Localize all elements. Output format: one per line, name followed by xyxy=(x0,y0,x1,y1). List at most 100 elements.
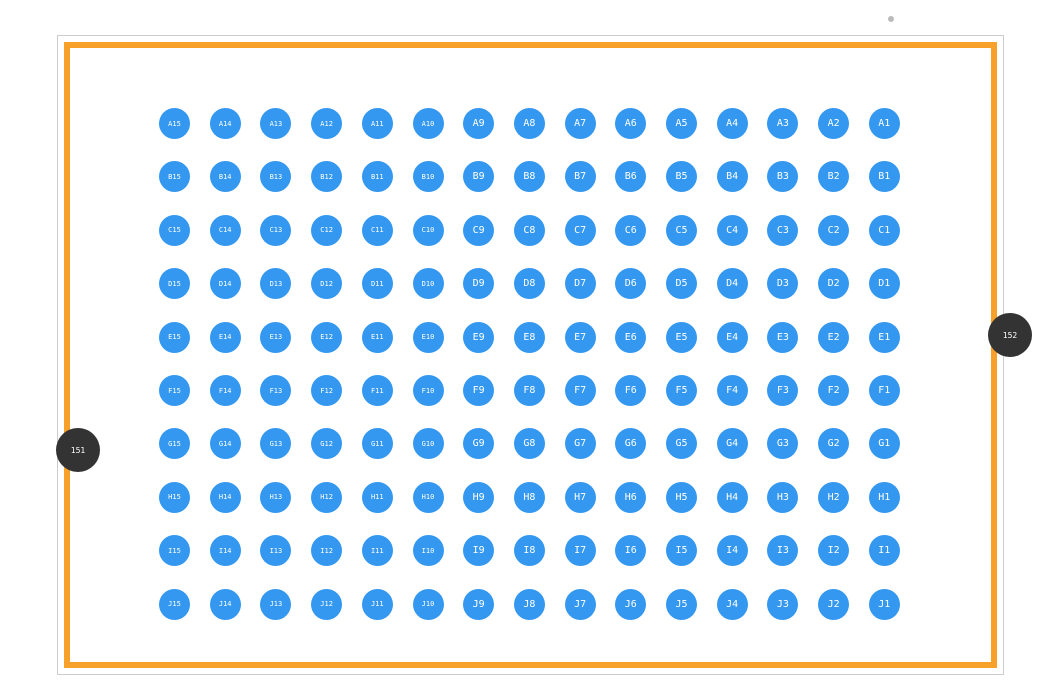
pad-j1: J1 xyxy=(869,589,900,620)
pad-e5: E5 xyxy=(666,322,697,353)
pad-b7: B7 xyxy=(565,161,596,192)
pad-i11: I11 xyxy=(362,535,393,566)
pad-e4: E4 xyxy=(717,322,748,353)
pad-e11: E11 xyxy=(362,322,393,353)
pad-c13: C13 xyxy=(260,215,291,246)
pad-a7: A7 xyxy=(565,108,596,139)
pad-c15: C15 xyxy=(159,215,190,246)
pad-e9: E9 xyxy=(463,322,494,353)
pad-f9: F9 xyxy=(463,375,494,406)
pad-a5: A5 xyxy=(666,108,697,139)
pad-c10: C10 xyxy=(413,215,444,246)
corner-marker xyxy=(888,16,894,22)
pad-e7: E7 xyxy=(565,322,596,353)
pad-h15: H15 xyxy=(159,482,190,513)
pad-d4: D4 xyxy=(717,268,748,299)
pad-j7: J7 xyxy=(565,589,596,620)
pad-h10: H10 xyxy=(413,482,444,513)
pad-h9: H9 xyxy=(463,482,494,513)
pad-f8: F8 xyxy=(514,375,545,406)
pad-e2: E2 xyxy=(818,322,849,353)
pad-c4: C4 xyxy=(717,215,748,246)
pad-c6: C6 xyxy=(615,215,646,246)
pad-d1: D1 xyxy=(869,268,900,299)
pad-c1: C1 xyxy=(869,215,900,246)
pad-i1: I1 xyxy=(869,535,900,566)
pad-a2: A2 xyxy=(818,108,849,139)
pad-e15: E15 xyxy=(159,322,190,353)
pad-i8: I8 xyxy=(514,535,545,566)
pad-h13: H13 xyxy=(260,482,291,513)
pad-h8: H8 xyxy=(514,482,545,513)
pad-d8: D8 xyxy=(514,268,545,299)
pad-c5: C5 xyxy=(666,215,697,246)
pad-j2: J2 xyxy=(818,589,849,620)
pad-g14: G14 xyxy=(210,428,241,459)
pad-e14: E14 xyxy=(210,322,241,353)
pad-h6: H6 xyxy=(615,482,646,513)
pad-g7: G7 xyxy=(565,428,596,459)
pad-j13: J13 xyxy=(260,589,291,620)
pad-a8: A8 xyxy=(514,108,545,139)
pad-d14: D14 xyxy=(210,268,241,299)
pad-a10: A10 xyxy=(413,108,444,139)
pad-c12: C12 xyxy=(311,215,342,246)
pad-d11: D11 xyxy=(362,268,393,299)
pad-i10: I10 xyxy=(413,535,444,566)
pad-e12: E12 xyxy=(311,322,342,353)
pad-j4: J4 xyxy=(717,589,748,620)
pad-e13: E13 xyxy=(260,322,291,353)
pad-151: 151 xyxy=(56,428,100,472)
pad-c2: C2 xyxy=(818,215,849,246)
pad-f5: F5 xyxy=(666,375,697,406)
pad-e3: E3 xyxy=(767,322,798,353)
pad-e6: E6 xyxy=(615,322,646,353)
pad-h12: H12 xyxy=(311,482,342,513)
pad-j5: J5 xyxy=(666,589,697,620)
pad-f4: F4 xyxy=(717,375,748,406)
pad-h7: H7 xyxy=(565,482,596,513)
pad-f12: F12 xyxy=(311,375,342,406)
pad-j11: J11 xyxy=(362,589,393,620)
pad-g11: G11 xyxy=(362,428,393,459)
pad-h1: H1 xyxy=(869,482,900,513)
pad-d15: D15 xyxy=(159,268,190,299)
pad-a12: A12 xyxy=(311,108,342,139)
pad-d5: D5 xyxy=(666,268,697,299)
pad-j8: J8 xyxy=(514,589,545,620)
pad-a1: A1 xyxy=(869,108,900,139)
pad-h4: H4 xyxy=(717,482,748,513)
pad-b10: B10 xyxy=(413,161,444,192)
pad-c8: C8 xyxy=(514,215,545,246)
pad-d7: D7 xyxy=(565,268,596,299)
pad-i7: I7 xyxy=(565,535,596,566)
pad-j12: J12 xyxy=(311,589,342,620)
pad-c11: C11 xyxy=(362,215,393,246)
pad-f15: F15 xyxy=(159,375,190,406)
pad-j9: J9 xyxy=(463,589,494,620)
pad-g4: G4 xyxy=(717,428,748,459)
pad-a9: A9 xyxy=(463,108,494,139)
pad-b1: B1 xyxy=(869,161,900,192)
pad-f1: F1 xyxy=(869,375,900,406)
pad-e10: E10 xyxy=(413,322,444,353)
pad-c7: C7 xyxy=(565,215,596,246)
pad-h2: H2 xyxy=(818,482,849,513)
pad-h3: H3 xyxy=(767,482,798,513)
pad-a15: A15 xyxy=(159,108,190,139)
pad-f7: F7 xyxy=(565,375,596,406)
pad-j15: J15 xyxy=(159,589,190,620)
pad-j14: J14 xyxy=(210,589,241,620)
pad-b4: B4 xyxy=(717,161,748,192)
pad-i4: I4 xyxy=(717,535,748,566)
pad-a14: A14 xyxy=(210,108,241,139)
pad-c9: C9 xyxy=(463,215,494,246)
pad-j10: J10 xyxy=(413,589,444,620)
pad-c3: C3 xyxy=(767,215,798,246)
pad-e1: E1 xyxy=(869,322,900,353)
pad-f10: F10 xyxy=(413,375,444,406)
pad-a4: A4 xyxy=(717,108,748,139)
pad-d10: D10 xyxy=(413,268,444,299)
pad-h11: H11 xyxy=(362,482,393,513)
pad-f2: F2 xyxy=(818,375,849,406)
